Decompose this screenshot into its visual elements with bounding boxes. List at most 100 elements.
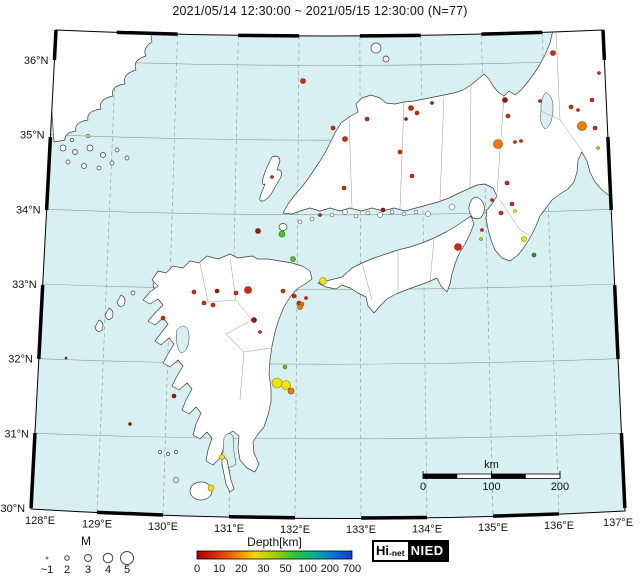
nied-logo-text: NIED <box>407 542 447 560</box>
earthquake-marker <box>538 99 542 103</box>
scalebar-tick-label: 0 <box>420 481 426 493</box>
magnitude-legend-circle <box>45 556 49 560</box>
earthquake-marker <box>577 121 587 131</box>
earthquake-marker <box>521 236 527 242</box>
depth-tick-label: 0 <box>194 563 200 575</box>
earthquake-marker <box>233 290 239 296</box>
earthquake-marker <box>490 198 494 202</box>
earthquake-marker <box>550 50 556 56</box>
magnitude-legend-circle <box>102 552 114 564</box>
earthquake-marker <box>430 101 434 105</box>
earthquake-marker <box>414 110 420 116</box>
parallel-line <box>42 283 615 290</box>
frame-tick-black <box>359 33 421 38</box>
depth-tick-label: 100 <box>299 563 317 575</box>
lat-tick-label: 35°N <box>20 130 45 142</box>
earthquake-marker <box>318 213 322 217</box>
frame-tick-black <box>360 515 428 520</box>
earthquake-marker <box>287 387 295 395</box>
earthquake-marker <box>408 105 414 111</box>
earthquake-marker <box>278 230 286 238</box>
earthquake-marker <box>282 364 288 370</box>
depth-legend: Depth[km] 0 10 20 30 50 100 200 700 <box>194 535 361 575</box>
earthquake-marker <box>597 71 601 75</box>
land-south-islands <box>158 450 235 501</box>
depth-tick-label: 10 <box>213 563 225 575</box>
lat-tick-label: 33°N <box>12 279 37 291</box>
earthquake-marker <box>270 175 274 179</box>
lat-tick-label: 34°N <box>16 204 41 216</box>
magnitude-legend-label: 5 <box>124 564 130 576</box>
depth-tick-label: 30 <box>257 563 269 575</box>
land-kyushu <box>142 253 313 473</box>
lon-tick-label: 133°E <box>346 524 376 536</box>
land-korea-islands <box>59 134 130 171</box>
lon-tick-label: 132°E <box>280 524 310 536</box>
depth-tick-label: 50 <box>279 563 291 575</box>
earthquake-marker <box>341 185 347 191</box>
frame-tick-black <box>238 33 300 38</box>
frame-tick-black <box>37 284 45 360</box>
magnitude-legend-title: M <box>81 534 91 548</box>
earthquake-marker <box>171 393 177 399</box>
depth-legend-title: Depth[km] <box>247 535 302 549</box>
earthquake-marker <box>498 210 504 216</box>
earthquake-marker <box>513 209 517 213</box>
frame-tick-black <box>29 432 37 509</box>
magnitude-legend-label: 4 <box>105 564 111 576</box>
earthquake-marker <box>251 317 257 323</box>
earthquake-marker <box>596 146 600 150</box>
earthquake-marker <box>258 330 262 334</box>
prefecture-borders <box>199 31 584 401</box>
frame-tick-black <box>612 284 620 360</box>
land-korea <box>50 30 153 143</box>
hinet-logo-text: Hi -net <box>374 542 408 560</box>
earthquake-marker <box>592 125 598 131</box>
earthquake-marker <box>513 140 517 144</box>
magnitude-legend-circle <box>120 551 134 565</box>
earthquake-marker <box>128 422 132 426</box>
earthquake-marker <box>479 237 483 241</box>
magnitude-legend-label: ~1 <box>41 564 54 576</box>
magnitude-legend-label: 3 <box>85 564 91 576</box>
depth-tick-label: 200 <box>321 563 339 575</box>
earthquake-marker <box>191 289 197 295</box>
earthquake-marker <box>214 288 220 294</box>
frame-tick-black <box>601 29 607 61</box>
earthquake-marker <box>210 302 216 308</box>
earthquake-marker <box>531 252 537 258</box>
map-title: 2021/05/14 12:30:00 ~ 2021/05/15 12:30:0… <box>172 4 468 18</box>
earthquake-marker <box>319 277 327 285</box>
hinet-nied-logo[interactable]: Hi -net NIED <box>372 540 449 562</box>
scale-bar: km 0 100 200 <box>420 459 569 493</box>
frame-tick-black <box>96 510 164 517</box>
scalebar-tick-label: 200 <box>551 481 569 493</box>
earthquake-marker <box>576 108 580 112</box>
earthquake-marker <box>493 139 503 149</box>
graticule-grid <box>34 32 622 519</box>
earthquake-marker <box>271 377 283 389</box>
parallel-line <box>34 433 622 440</box>
frame-tick-black <box>44 136 53 211</box>
earthquake-marker <box>244 286 252 294</box>
depth-tick-label: 20 <box>235 563 247 575</box>
earthquake-marker <box>364 116 370 122</box>
frame-tick-black <box>228 515 296 520</box>
earthquake-marker <box>380 207 386 213</box>
lon-tick-label: 131°E <box>214 523 244 535</box>
land-yakushima <box>189 481 213 501</box>
lake-biwa <box>540 91 554 130</box>
earthquake-marker <box>509 201 515 207</box>
land-shikoku <box>317 215 475 314</box>
earthquake-marker <box>480 228 484 232</box>
land-tanegashima <box>221 454 235 493</box>
earthquake-marker <box>201 300 207 306</box>
earthquake-marker <box>502 97 508 103</box>
frame-tick-black <box>606 136 613 211</box>
earthquake-marker <box>404 117 408 121</box>
earthquake-marker <box>291 293 297 299</box>
frame-tick-black <box>481 30 543 36</box>
earthquake-marker <box>64 356 68 360</box>
